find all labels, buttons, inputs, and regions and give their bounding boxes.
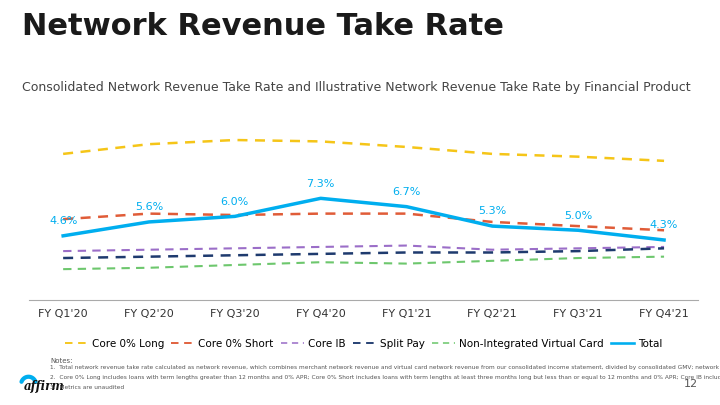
Text: 1.  Total network revenue take rate calculated as network revenue, which combine: 1. Total network revenue take rate calcu… (50, 364, 720, 369)
Text: 5.6%: 5.6% (135, 202, 163, 212)
Text: 3.  Metrics are unaudited: 3. Metrics are unaudited (50, 385, 125, 390)
Text: 6.7%: 6.7% (392, 187, 420, 197)
Text: 5.0%: 5.0% (564, 211, 593, 221)
Text: 2.  Core 0% Long includes loans with term lengths greater than 12 months and 0% : 2. Core 0% Long includes loans with term… (50, 375, 720, 379)
Text: 12: 12 (684, 379, 698, 389)
Text: 4.3%: 4.3% (650, 220, 678, 230)
Text: affirm: affirm (24, 380, 65, 393)
Text: 6.0%: 6.0% (221, 197, 249, 207)
Text: Network Revenue Take Rate: Network Revenue Take Rate (22, 12, 503, 41)
Text: 4.6%: 4.6% (49, 216, 77, 226)
Legend: Core 0% Long, Core 0% Short, Core IB, Split Pay, Non-Integrated Virtual Card, To: Core 0% Long, Core 0% Short, Core IB, Sp… (60, 335, 667, 353)
Text: 7.3%: 7.3% (307, 179, 335, 189)
Text: Notes:: Notes: (50, 358, 73, 364)
Text: Consolidated Network Revenue Take Rate and Illustrative Network Revenue Take Rat: Consolidated Network Revenue Take Rate a… (22, 81, 690, 94)
Text: 5.3%: 5.3% (478, 207, 506, 216)
